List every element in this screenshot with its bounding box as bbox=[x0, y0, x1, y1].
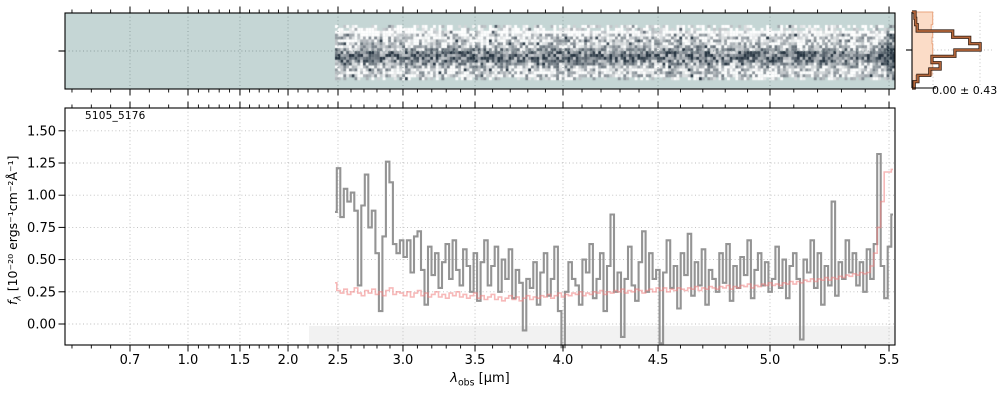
x-tick-label: 2.0 bbox=[278, 353, 299, 368]
x-tick-label: 3.5 bbox=[465, 353, 486, 368]
y-tick-label: 1.50 bbox=[27, 124, 56, 139]
x-tick-label: 4.0 bbox=[553, 353, 574, 368]
x-tick-label: 3.0 bbox=[393, 353, 414, 368]
x-tick-label: 2.5 bbox=[328, 353, 349, 368]
x-tick-label: 4.5 bbox=[648, 353, 669, 368]
x-tick-label: 5.0 bbox=[760, 353, 781, 368]
flux-step-line bbox=[335, 152, 893, 349]
y-axis-subscript: λ bbox=[13, 295, 24, 301]
x-axis-subscript: obs bbox=[457, 377, 475, 389]
x-tick-label: 1.5 bbox=[230, 353, 251, 368]
x-axis-unit: [μm] bbox=[474, 371, 510, 386]
x-tick-label: 1.0 bbox=[178, 353, 199, 368]
x-axis-label: λobs [μm] bbox=[0, 371, 960, 389]
y-tick-label: 1.25 bbox=[27, 157, 56, 172]
x-tick-label: 5.5 bbox=[879, 353, 900, 368]
hist-step-line bbox=[912, 11, 981, 89]
x-axis-symbol: λ bbox=[450, 371, 458, 386]
y-tick-label: 0.75 bbox=[27, 221, 56, 236]
spectrum-2d-panel bbox=[58, 6, 896, 96]
histogram-stat-label: 0.00 ± 0.43 bbox=[932, 84, 998, 97]
y-axis-symbol: f bbox=[4, 300, 20, 305]
y-tick-label: 0.50 bbox=[27, 253, 56, 268]
error-step-line bbox=[335, 168, 893, 302]
residual-histogram-panel bbox=[906, 10, 992, 90]
y-axis-unit: [10⁻²⁰ ergs⁻¹cm⁻²Å⁻¹] bbox=[4, 155, 20, 296]
source-id-label: 5105_5176 bbox=[85, 110, 146, 122]
axis-tick-labels: 0.7 1.0 1.5 2.0 2.5 3.0 3.5 4.0 4.5 5.0 5.5 0.00 0.2… bbox=[27, 124, 899, 368]
x-tick-label: 0.7 bbox=[120, 353, 141, 368]
y-tick-label: 0.00 bbox=[27, 318, 56, 333]
y-axis-label: fλ [10⁻²⁰ ergs⁻¹cm⁻²Å⁻¹] bbox=[5, 112, 24, 348]
y-tick-label: 1.00 bbox=[27, 189, 56, 204]
y-tick-label: 0.25 bbox=[27, 285, 56, 300]
spectrum-1d-panel bbox=[58, 101, 896, 352]
